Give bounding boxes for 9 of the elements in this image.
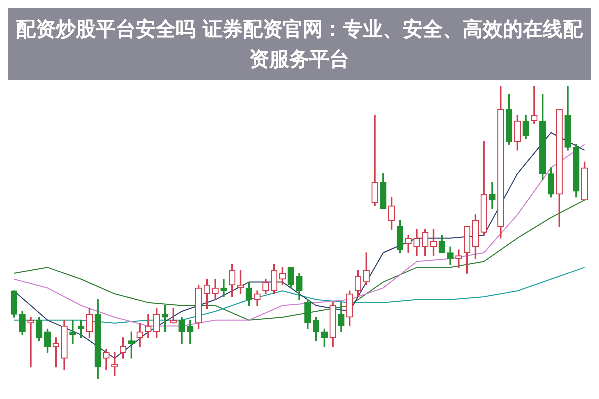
candlestick <box>372 114 378 206</box>
candlestick <box>456 250 462 268</box>
candlestick <box>220 279 228 298</box>
candlestick <box>145 314 152 338</box>
candlestick <box>531 86 538 124</box>
candlestick <box>28 317 34 368</box>
chart-title: 配资炒股平台安全吗 证券配资官网：专业、安全、高效的在线配资服务平台 <box>8 8 591 80</box>
candlestick <box>70 320 76 344</box>
candlestick <box>489 182 496 210</box>
